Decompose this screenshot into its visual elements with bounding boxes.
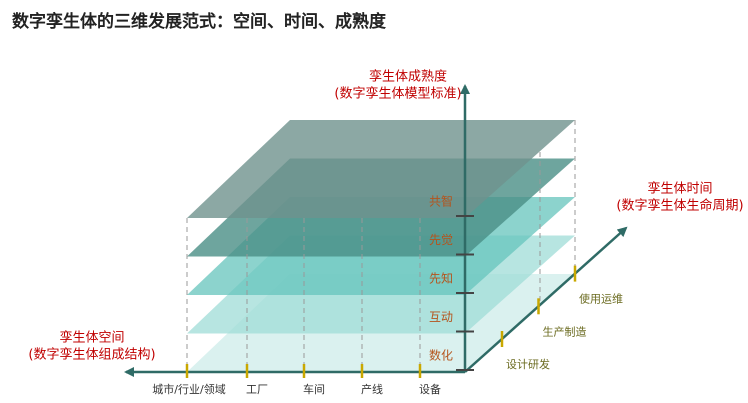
level-label: 共智 bbox=[429, 194, 453, 209]
space-tick-label: 城市/行业/领域 bbox=[152, 382, 225, 396]
maturity-label: 孪生体成熟度 bbox=[369, 69, 447, 85]
space-label: 孪生体空间 bbox=[59, 330, 124, 346]
level-label: 先觉 bbox=[429, 233, 453, 247]
time-tick-label: 生产制造 bbox=[543, 324, 587, 338]
title: 数字孪生体的三维发展范式：空间、时间、成熟度 bbox=[12, 11, 387, 32]
time-axis bbox=[464, 226, 628, 373]
space-tick-label: 设备 bbox=[419, 382, 441, 396]
maturity-sublabel: (数字孪生体模型标准) bbox=[334, 86, 461, 102]
planes bbox=[186, 120, 576, 372]
space-tick-label: 工厂 bbox=[246, 383, 268, 396]
time-tick-label: 设计研发 bbox=[506, 357, 550, 371]
space-tick-label: 车间 bbox=[303, 382, 325, 396]
time-label: 孪生体时间 bbox=[647, 181, 712, 197]
time-sublabel: (数字孪生体生命周期) bbox=[616, 198, 743, 214]
level-label: 先知 bbox=[429, 272, 453, 286]
level-label: 数化 bbox=[429, 348, 453, 363]
space-sublabel: (数字孪生体组成结构) bbox=[28, 347, 155, 363]
maturity-plane bbox=[187, 120, 575, 218]
space-tick-label: 产线 bbox=[361, 382, 383, 396]
time-tick-label: 使用运维 bbox=[579, 293, 623, 306]
level-label: 互动 bbox=[429, 310, 453, 324]
